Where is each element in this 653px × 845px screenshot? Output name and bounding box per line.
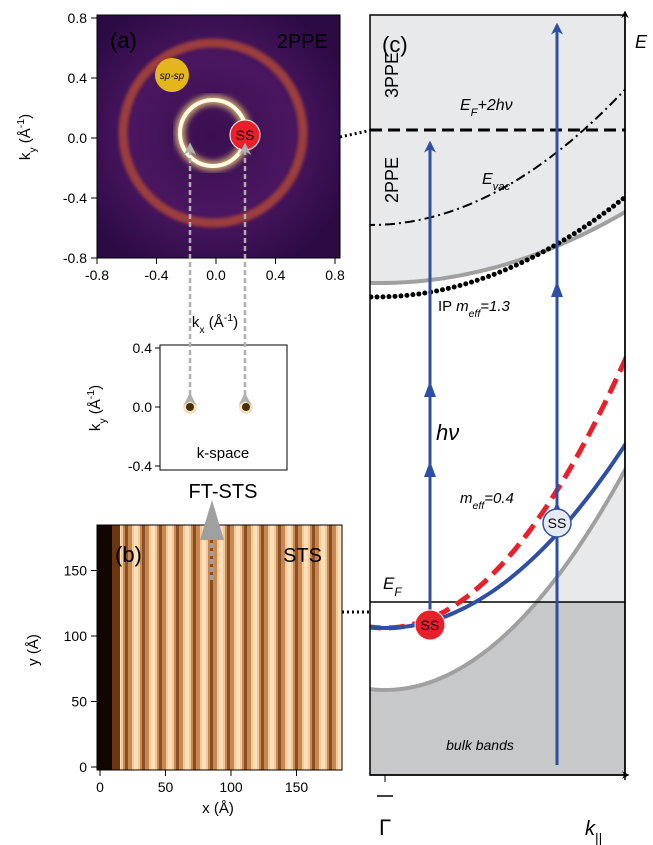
x-tick-label: 150 [285,779,309,795]
y-axis-label: ky (Å-1) [85,385,109,431]
ft-halo [239,400,253,414]
ss-label: SS [548,515,567,531]
label-part: m [456,298,469,315]
x-tick-label: 50 [158,779,174,795]
panel-title: 2PPE [277,31,328,53]
label-part: -1 [15,119,27,128]
label-part: +2hν [478,97,513,114]
label-part: -1 [85,390,97,399]
x-axis-label: x (Å) [202,800,234,817]
y-tick-label: 0.8 [68,10,88,26]
label-part: E [460,97,471,114]
axis-label: k|| [585,818,602,845]
region-label: bulk bands [446,737,514,753]
panel-title: STS [283,545,322,567]
axis-label: E [635,32,648,52]
label-part: =1.3 [480,298,510,315]
label-part: =0.4 [484,490,514,507]
label-part: E [383,574,395,593]
y-tick-label: 150 [64,563,88,579]
x-tick-label: -0.8 [85,267,109,283]
x-axis-label: kx (Å-1) [192,312,238,336]
band-diagram [365,15,630,775]
spot-label: SS [236,127,255,143]
label-part: m [460,490,473,507]
label-part: (Å [205,314,224,331]
y-tick-label: 0 [79,759,87,775]
y-tick-label: 0.4 [133,340,153,356]
label-part: IP [438,298,456,315]
label-part: F [394,585,402,599]
x-tick-label: -0.4 [144,267,168,283]
inset-caption: k-space [197,445,250,462]
y-tick-label: 0.0 [133,399,153,415]
inset-title: FT-STS [189,481,258,503]
y-tick-label: -0.4 [63,190,87,206]
panel-label: (b) [115,542,142,567]
photon-label: hν [436,420,459,445]
y-axis-label: ky (Å-1) [15,114,39,160]
ft-halo [183,400,197,414]
label-part: -1 [224,312,233,324]
label-part: vac [493,181,511,193]
y-tick-label: 100 [64,628,88,644]
y-axis-label: y (Å) [25,634,42,666]
region-label: 3PPE [382,52,402,98]
label-part: ) [87,385,104,390]
y-tick-label: 0.4 [68,70,88,86]
gamma-point: Γ [379,815,391,840]
y-tick-label: 0.0 [68,130,88,146]
y-tick-label: -0.8 [63,250,87,266]
label-part: (Å [87,399,104,418]
label-part: E [482,171,493,188]
x-tick-label: 0.8 [325,267,345,283]
ss-label: SS [421,617,440,633]
label-part: ) [17,114,34,119]
spot-label: sp-sp [160,71,185,82]
label-part: ) [233,314,238,331]
y-tick-label: 50 [71,694,87,710]
x-tick-label: 100 [219,779,243,795]
x-tick-label: 0 [96,779,104,795]
y-tick-label: -0.4 [128,458,152,474]
panel-label: (a) [110,28,137,53]
label-part: || [595,830,602,845]
label-part: (Å [17,128,34,147]
figure: -0.8 -0.4 0.0 0.4 0.8 0.8 0.4 0.0 -0.4 -0.8 kx (Å-… [0,0,653,845]
region-label: 2PPE [382,157,402,203]
x-tick-label: 0.0 [206,267,226,283]
x-tick-label: 0.4 [266,267,286,283]
